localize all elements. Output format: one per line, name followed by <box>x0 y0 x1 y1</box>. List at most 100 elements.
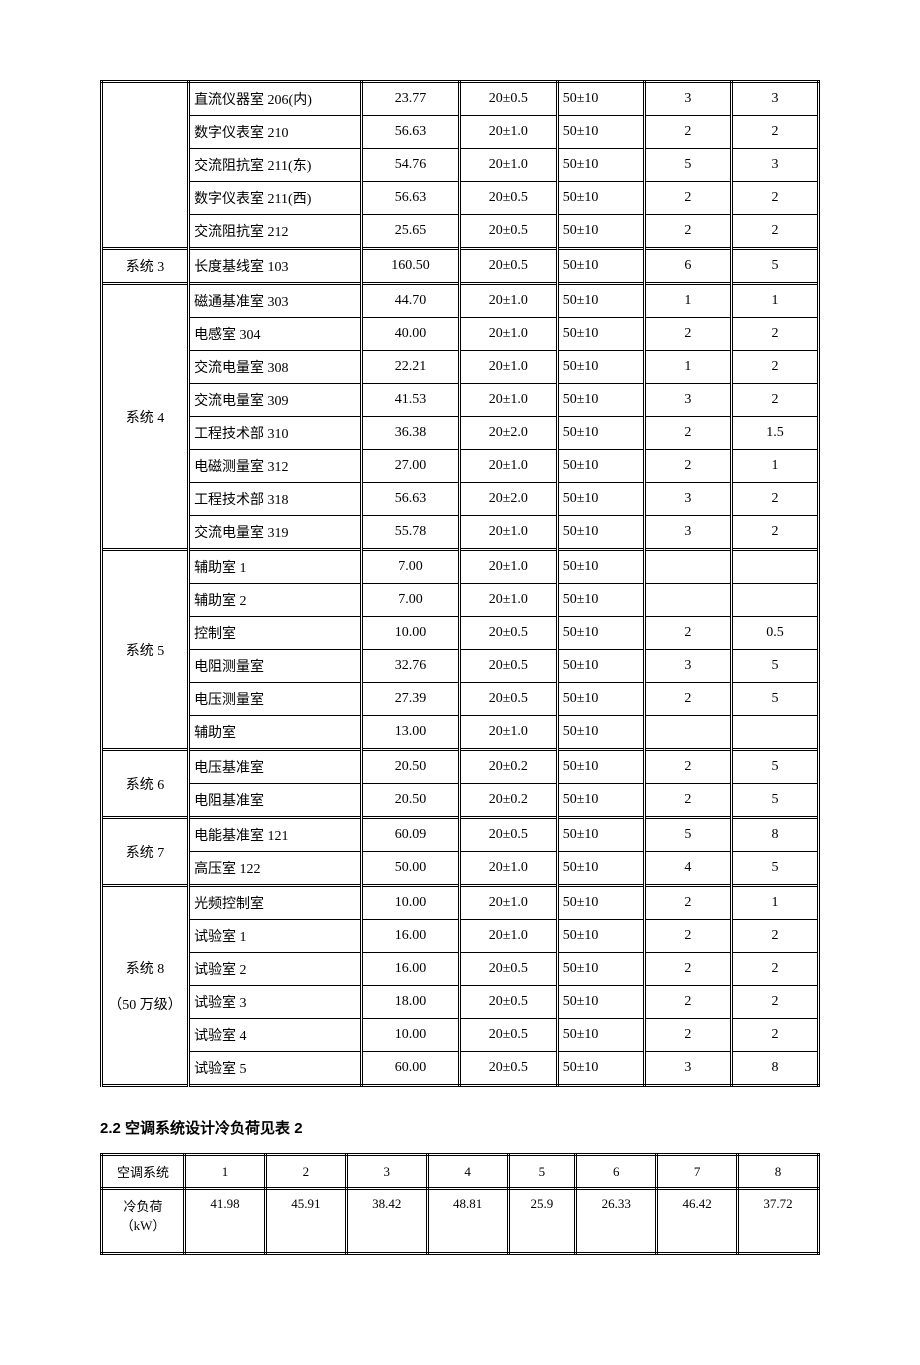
table-cell: 50±10 <box>557 550 644 584</box>
table-cell: 16.00 <box>362 920 460 953</box>
table-cell: 20±0.5 <box>459 82 557 116</box>
table-cell: 20±1.0 <box>459 716 557 750</box>
table-cell: 3 <box>644 483 731 516</box>
table-cell: 20±0.5 <box>459 1052 557 1086</box>
table-cell: 2 <box>731 483 818 516</box>
table-cell: 8 <box>731 1052 818 1086</box>
load-col: 1 <box>185 1155 266 1189</box>
table-cell <box>731 716 818 750</box>
table-cell: 20.50 <box>362 784 460 818</box>
table-cell: 18.00 <box>362 986 460 1019</box>
load-col: 5 <box>508 1155 576 1189</box>
table-cell: 3 <box>644 650 731 683</box>
table-cell: 60.09 <box>362 818 460 852</box>
load-val: 26.33 <box>576 1189 657 1254</box>
table-cell: 20±1.0 <box>459 852 557 886</box>
table-cell: 1 <box>644 351 731 384</box>
table-cell: 20±0.5 <box>459 953 557 986</box>
table-cell: 2 <box>731 215 818 249</box>
table-cell: 2 <box>731 1019 818 1052</box>
table-cell: 试验室 5 <box>189 1052 362 1086</box>
table-cell: 1.5 <box>731 417 818 450</box>
table-cell: 0.5 <box>731 617 818 650</box>
table-cell: 50±10 <box>557 182 644 215</box>
table-cell: 20±1.0 <box>459 384 557 417</box>
table-cell: 20±1.0 <box>459 920 557 953</box>
table-cell: 50±10 <box>557 384 644 417</box>
system-label: 系统 6 <box>102 750 189 818</box>
table-cell: 3 <box>644 384 731 417</box>
table-cell: 56.63 <box>362 116 460 149</box>
table-cell: 2 <box>644 920 731 953</box>
table-cell: 20±0.5 <box>459 1019 557 1052</box>
table-cell: 20±2.0 <box>459 483 557 516</box>
table-cell: 20±1.0 <box>459 351 557 384</box>
table-cell: 2 <box>644 417 731 450</box>
table-cell: 50±10 <box>557 617 644 650</box>
table-cell: 20±1.0 <box>459 116 557 149</box>
table-cell: 电压基准室 <box>189 750 362 784</box>
table-cell: 50±10 <box>557 149 644 182</box>
table-cell: 20±1.0 <box>459 149 557 182</box>
table-cell: 20±0.2 <box>459 750 557 784</box>
load-col: 4 <box>427 1155 508 1189</box>
table-cell: 20±0.5 <box>459 650 557 683</box>
table-cell: 50±10 <box>557 450 644 483</box>
table-cell: 1 <box>731 450 818 483</box>
table-cell: 20±1.0 <box>459 886 557 920</box>
table-cell: 2 <box>731 953 818 986</box>
table-cell: 160.50 <box>362 249 460 284</box>
table-cell: 2 <box>731 920 818 953</box>
table-cell: 50±10 <box>557 986 644 1019</box>
table-cell: 磁通基准室 303 <box>189 284 362 318</box>
table-cell: 辅助室 <box>189 716 362 750</box>
table-cell: 工程技术部 310 <box>189 417 362 450</box>
table-cell: 50±10 <box>557 82 644 116</box>
table-cell: 交流电量室 308 <box>189 351 362 384</box>
load-val: 37.72 <box>738 1189 819 1254</box>
load-col: 8 <box>738 1155 819 1189</box>
table-cell: 50±10 <box>557 953 644 986</box>
table-cell: 2 <box>644 182 731 215</box>
table-cell: 交流电量室 319 <box>189 516 362 550</box>
table-cell: 2 <box>644 318 731 351</box>
table-cell <box>731 550 818 584</box>
table-cell: 1 <box>731 886 818 920</box>
table-cell: 2 <box>731 986 818 1019</box>
table-cell: 50±10 <box>557 318 644 351</box>
table-cell: 50±10 <box>557 784 644 818</box>
table-cell: 5 <box>731 650 818 683</box>
table-cell: 50±10 <box>557 716 644 750</box>
table-cell: 20±1.0 <box>459 516 557 550</box>
table-cell: 20±1.0 <box>459 550 557 584</box>
table-cell: 50±10 <box>557 584 644 617</box>
table-cell: 1 <box>644 284 731 318</box>
table-cell: 2 <box>644 215 731 249</box>
table-cell: 4 <box>644 852 731 886</box>
load-val: 48.81 <box>427 1189 508 1254</box>
table-cell: 5 <box>731 852 818 886</box>
table-cell: 56.63 <box>362 483 460 516</box>
table-cell: 直流仪器室 206(内) <box>189 82 362 116</box>
table-cell: 55.78 <box>362 516 460 550</box>
load-table: 空调系统 1 2 3 4 5 6 7 8 冷负荷（kW） 41.98 45.91… <box>100 1153 820 1255</box>
table-cell: 试验室 2 <box>189 953 362 986</box>
table-cell: 50±10 <box>557 683 644 716</box>
system-label: 系统 7 <box>102 818 189 886</box>
table-cell: 电压测量室 <box>189 683 362 716</box>
table-cell: 试验室 4 <box>189 1019 362 1052</box>
table-cell: 50±10 <box>557 1019 644 1052</box>
table-cell <box>644 550 731 584</box>
load-col: 7 <box>657 1155 738 1189</box>
table-cell: 高压室 122 <box>189 852 362 886</box>
table-cell: 2 <box>731 351 818 384</box>
table-cell: 36.38 <box>362 417 460 450</box>
table-cell: 50±10 <box>557 650 644 683</box>
table-cell: 20±0.5 <box>459 683 557 716</box>
table-cell: 8 <box>731 818 818 852</box>
table-cell: 50±10 <box>557 215 644 249</box>
table-cell: 电能基准室 121 <box>189 818 362 852</box>
table-cell: 2 <box>644 750 731 784</box>
system-label: 系统 5 <box>102 550 189 750</box>
table-cell: 2 <box>644 986 731 1019</box>
